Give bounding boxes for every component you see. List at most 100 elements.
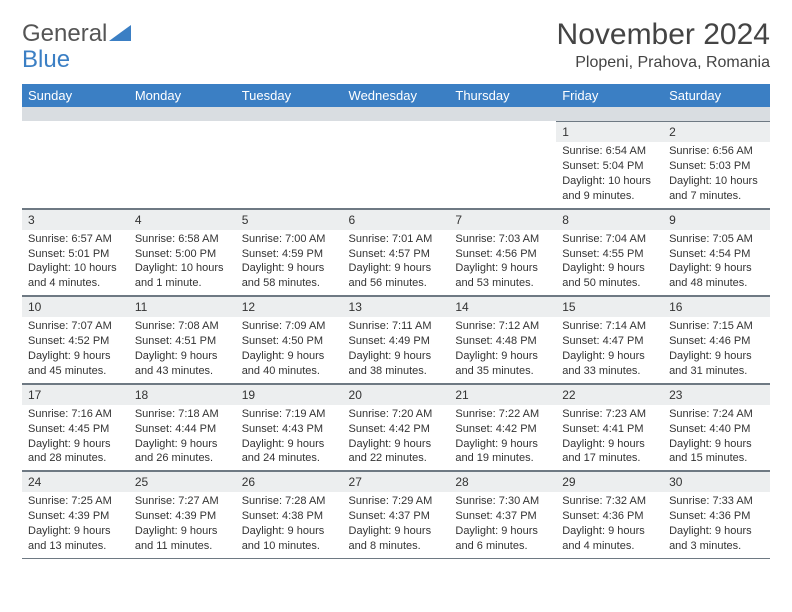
- sunrise-text: Sunrise: 7:07 AM: [28, 320, 112, 332]
- day-header: Friday: [556, 84, 663, 107]
- daylight-text: Daylight: 9 hours and 40 minutes.: [242, 350, 325, 377]
- sunset-text: Sunset: 4:49 PM: [349, 335, 430, 347]
- sunrise-text: Sunrise: 7:18 AM: [135, 408, 219, 420]
- title-block: November 2024 Plopeni, Prahova, Romania: [557, 18, 770, 72]
- day-header: Sunday: [22, 84, 129, 107]
- calendar-cell: [236, 121, 343, 208]
- day-number: 15: [556, 296, 663, 317]
- daylight-text: Daylight: 9 hours and 10 minutes.: [242, 525, 325, 552]
- sunset-text: Sunset: 4:50 PM: [242, 335, 323, 347]
- calendar-cell: 21 Sunrise: 7:22 AM Sunset: 4:42 PM Dayligh…: [449, 383, 556, 471]
- day-number: 21: [449, 384, 556, 405]
- sunset-text: Sunset: 4:42 PM: [349, 423, 430, 435]
- day-number: 6: [343, 209, 450, 230]
- header: General Blue November 2024 Plopeni, Prah…: [22, 18, 770, 74]
- calendar-week-row: 10Sunrise: 7:07 AMSunset: 4:52 PMDayligh…: [22, 296, 770, 384]
- day-number: 5: [236, 209, 343, 230]
- day-info: Sunrise: 7:27 AMSunset: 4:39 PMDaylight:…: [129, 492, 236, 557]
- day-number: 3: [22, 209, 129, 230]
- calendar-cell: [449, 121, 556, 208]
- sunrise-text: Sunrise: 7:19 AM: [242, 408, 326, 420]
- location-text: Plopeni, Prahova, Romania: [557, 54, 770, 72]
- day-info: Sunrise: 7:04 AMSunset: 4:55 PMDaylight:…: [556, 230, 663, 295]
- day-info: Sunrise: 6:54 AMSunset: 5:04 PMDaylight:…: [556, 142, 663, 207]
- calendar-cell: 23Sunrise: 7:24 AMSunset: 4:40 PMDayligh…: [663, 383, 770, 471]
- day-number: 2: [663, 121, 770, 142]
- calendar-cell: [22, 121, 129, 208]
- day-number: 10: [22, 296, 129, 317]
- calendar-cell: 3Sunrise: 6:57 AMSunset: 5:01 PMDaylight…: [22, 208, 129, 296]
- day-info: Sunrise: 7:18 AM Sunset: 4:44 PM Daylight:…: [129, 405, 236, 470]
- sunrise-text: Sunrise: 7:23 AM: [562, 408, 646, 420]
- day-info: Sunrise: 7:09 AM Sunset: 4:50 PM Daylight:…: [236, 317, 343, 382]
- day-info: Sunrise: 7:25 AMSunset: 4:39 PMDaylight:…: [22, 492, 129, 557]
- calendar-cell: 8Sunrise: 7:04 AMSunset: 4:55 PMDaylight…: [556, 208, 663, 296]
- sunset-text: Sunset: 4:55 PM: [562, 248, 643, 260]
- sunset-text: Sunset: 5:03 PM: [669, 160, 750, 172]
- sunrise-text: Sunrise: 6:56 AM: [669, 145, 753, 157]
- day-number: 13: [343, 296, 450, 317]
- daylight-text: Daylight: 9 hours and 4 minutes.: [562, 525, 645, 552]
- sunrise-text: Sunrise: 7:24 AM: [669, 408, 753, 420]
- sunset-text: Sunset: 4:40 PM: [669, 423, 750, 435]
- daylight-text: Daylight: 9 hours and 6 minutes.: [455, 525, 538, 552]
- day-info: Sunrise: 7:00 AMSunset: 4:59 PMDaylight:…: [236, 230, 343, 295]
- calendar-table: Sunday Monday Tuesday Wednesday Thursday…: [22, 84, 770, 559]
- daylight-text: Daylight: 9 hours and 17 minutes.: [562, 438, 645, 465]
- sunset-text: Sunset: 4:44 PM: [135, 423, 216, 435]
- daylight-text: Daylight: 9 hours and 19 minutes.: [455, 438, 538, 465]
- sunset-text: Sunset: 4:57 PM: [349, 248, 430, 260]
- daylight-text: Daylight: 9 hours and 33 minutes.: [562, 350, 645, 377]
- sunset-text: Sunset: 4:36 PM: [669, 510, 750, 522]
- day-number: 11: [129, 296, 236, 317]
- sunrise-text: Sunrise: 7:09 AM: [242, 320, 326, 332]
- calendar-cell: 15Sunrise: 7:14 AMSunset: 4:47 PMDayligh…: [556, 296, 663, 384]
- daylight-text: Daylight: 9 hours and 26 minutes.: [135, 438, 218, 465]
- day-info: Sunrise: 7:23 AMSunset: 4:41 PMDaylight:…: [556, 405, 663, 470]
- calendar-week-row: 1Sunrise: 6:54 AMSunset: 5:04 PMDaylight…: [22, 121, 770, 208]
- day-header-row: Sunday Monday Tuesday Wednesday Thursday…: [22, 84, 770, 107]
- calendar-body: 1Sunrise: 6:54 AMSunset: 5:04 PMDaylight…: [22, 121, 770, 558]
- daylight-text: Daylight: 9 hours and 35 minutes.: [455, 350, 538, 377]
- sunrise-text: Sunrise: 7:20 AM: [349, 408, 433, 420]
- day-info: Sunrise: 7:05 AMSunset: 4:54 PMDaylight:…: [663, 230, 770, 295]
- day-header: Saturday: [663, 84, 770, 107]
- sunset-text: Sunset: 4:56 PM: [455, 248, 536, 260]
- day-info: Sunrise: 7:19 AMSunset: 4:43 PMDaylight:…: [236, 405, 343, 470]
- day-info: Sunrise: 7:29 AMSunset: 4:37 PMDaylight:…: [343, 492, 450, 557]
- daylight-text: Daylight: 9 hours and 56 minutes.: [349, 262, 432, 289]
- header-spacer-row: [22, 107, 770, 121]
- daylight-text: Daylight: 10 hours and 7 minutes.: [669, 175, 758, 202]
- sunrise-text: Sunrise: 7:22 AM: [455, 408, 539, 420]
- sunset-text: Sunset: 5:00 PM: [135, 248, 216, 260]
- daylight-text: Daylight: 9 hours and 53 minutes.: [455, 262, 538, 289]
- sunset-text: Sunset: 4:36 PM: [562, 510, 643, 522]
- day-info: Sunrise: 7:12 AMSunset: 4:48 PMDaylight:…: [449, 317, 556, 382]
- calendar-cell: 7Sunrise: 7:03 AMSunset: 4:56 PMDaylight…: [449, 208, 556, 296]
- day-header: Wednesday: [343, 84, 450, 107]
- logo-word1: General: [22, 20, 107, 47]
- daylight-text: Daylight: 9 hours and 3 minutes.: [669, 525, 752, 552]
- calendar-cell: 14Sunrise: 7:12 AMSunset: 4:48 PMDayligh…: [449, 296, 556, 384]
- daylight-text: Daylight: 9 hours and 58 minutes.: [242, 262, 325, 289]
- day-number: 28: [449, 471, 556, 492]
- sunset-text: Sunset: 4:38 PM: [242, 510, 323, 522]
- sunrise-text: Sunrise: 7:05 AM: [669, 233, 753, 245]
- sunset-text: Sunset: 4:42 PM: [455, 423, 536, 435]
- calendar-cell: 27Sunrise: 7:29 AMSunset: 4:37 PMDayligh…: [343, 471, 450, 559]
- sunset-text: Sunset: 4:59 PM: [242, 248, 323, 260]
- day-number: 22: [556, 384, 663, 405]
- day-number: 29: [556, 471, 663, 492]
- sunrise-text: Sunrise: 6:54 AM: [562, 145, 646, 157]
- sunset-text: Sunset: 4:48 PM: [455, 335, 536, 347]
- day-info: Sunrise: 7:30 AMSunset: 4:37 PMDaylight:…: [449, 492, 556, 557]
- daylight-text: Daylight: 9 hours and 11 minutes.: [135, 525, 218, 552]
- day-header: Monday: [129, 84, 236, 107]
- calendar-week-row: 3Sunrise: 6:57 AMSunset: 5:01 PMDaylight…: [22, 208, 770, 296]
- daylight-text: Daylight: 9 hours and 50 minutes.: [562, 262, 645, 289]
- daylight-text: Daylight: 9 hours and 31 minutes.: [669, 350, 752, 377]
- sunrise-text: Sunrise: 7:33 AM: [669, 495, 753, 507]
- daylight-text: Daylight: 10 hours and 4 minutes.: [28, 262, 117, 289]
- daylight-text: Daylight: 9 hours and 8 minutes.: [349, 525, 432, 552]
- calendar-cell: [343, 121, 450, 208]
